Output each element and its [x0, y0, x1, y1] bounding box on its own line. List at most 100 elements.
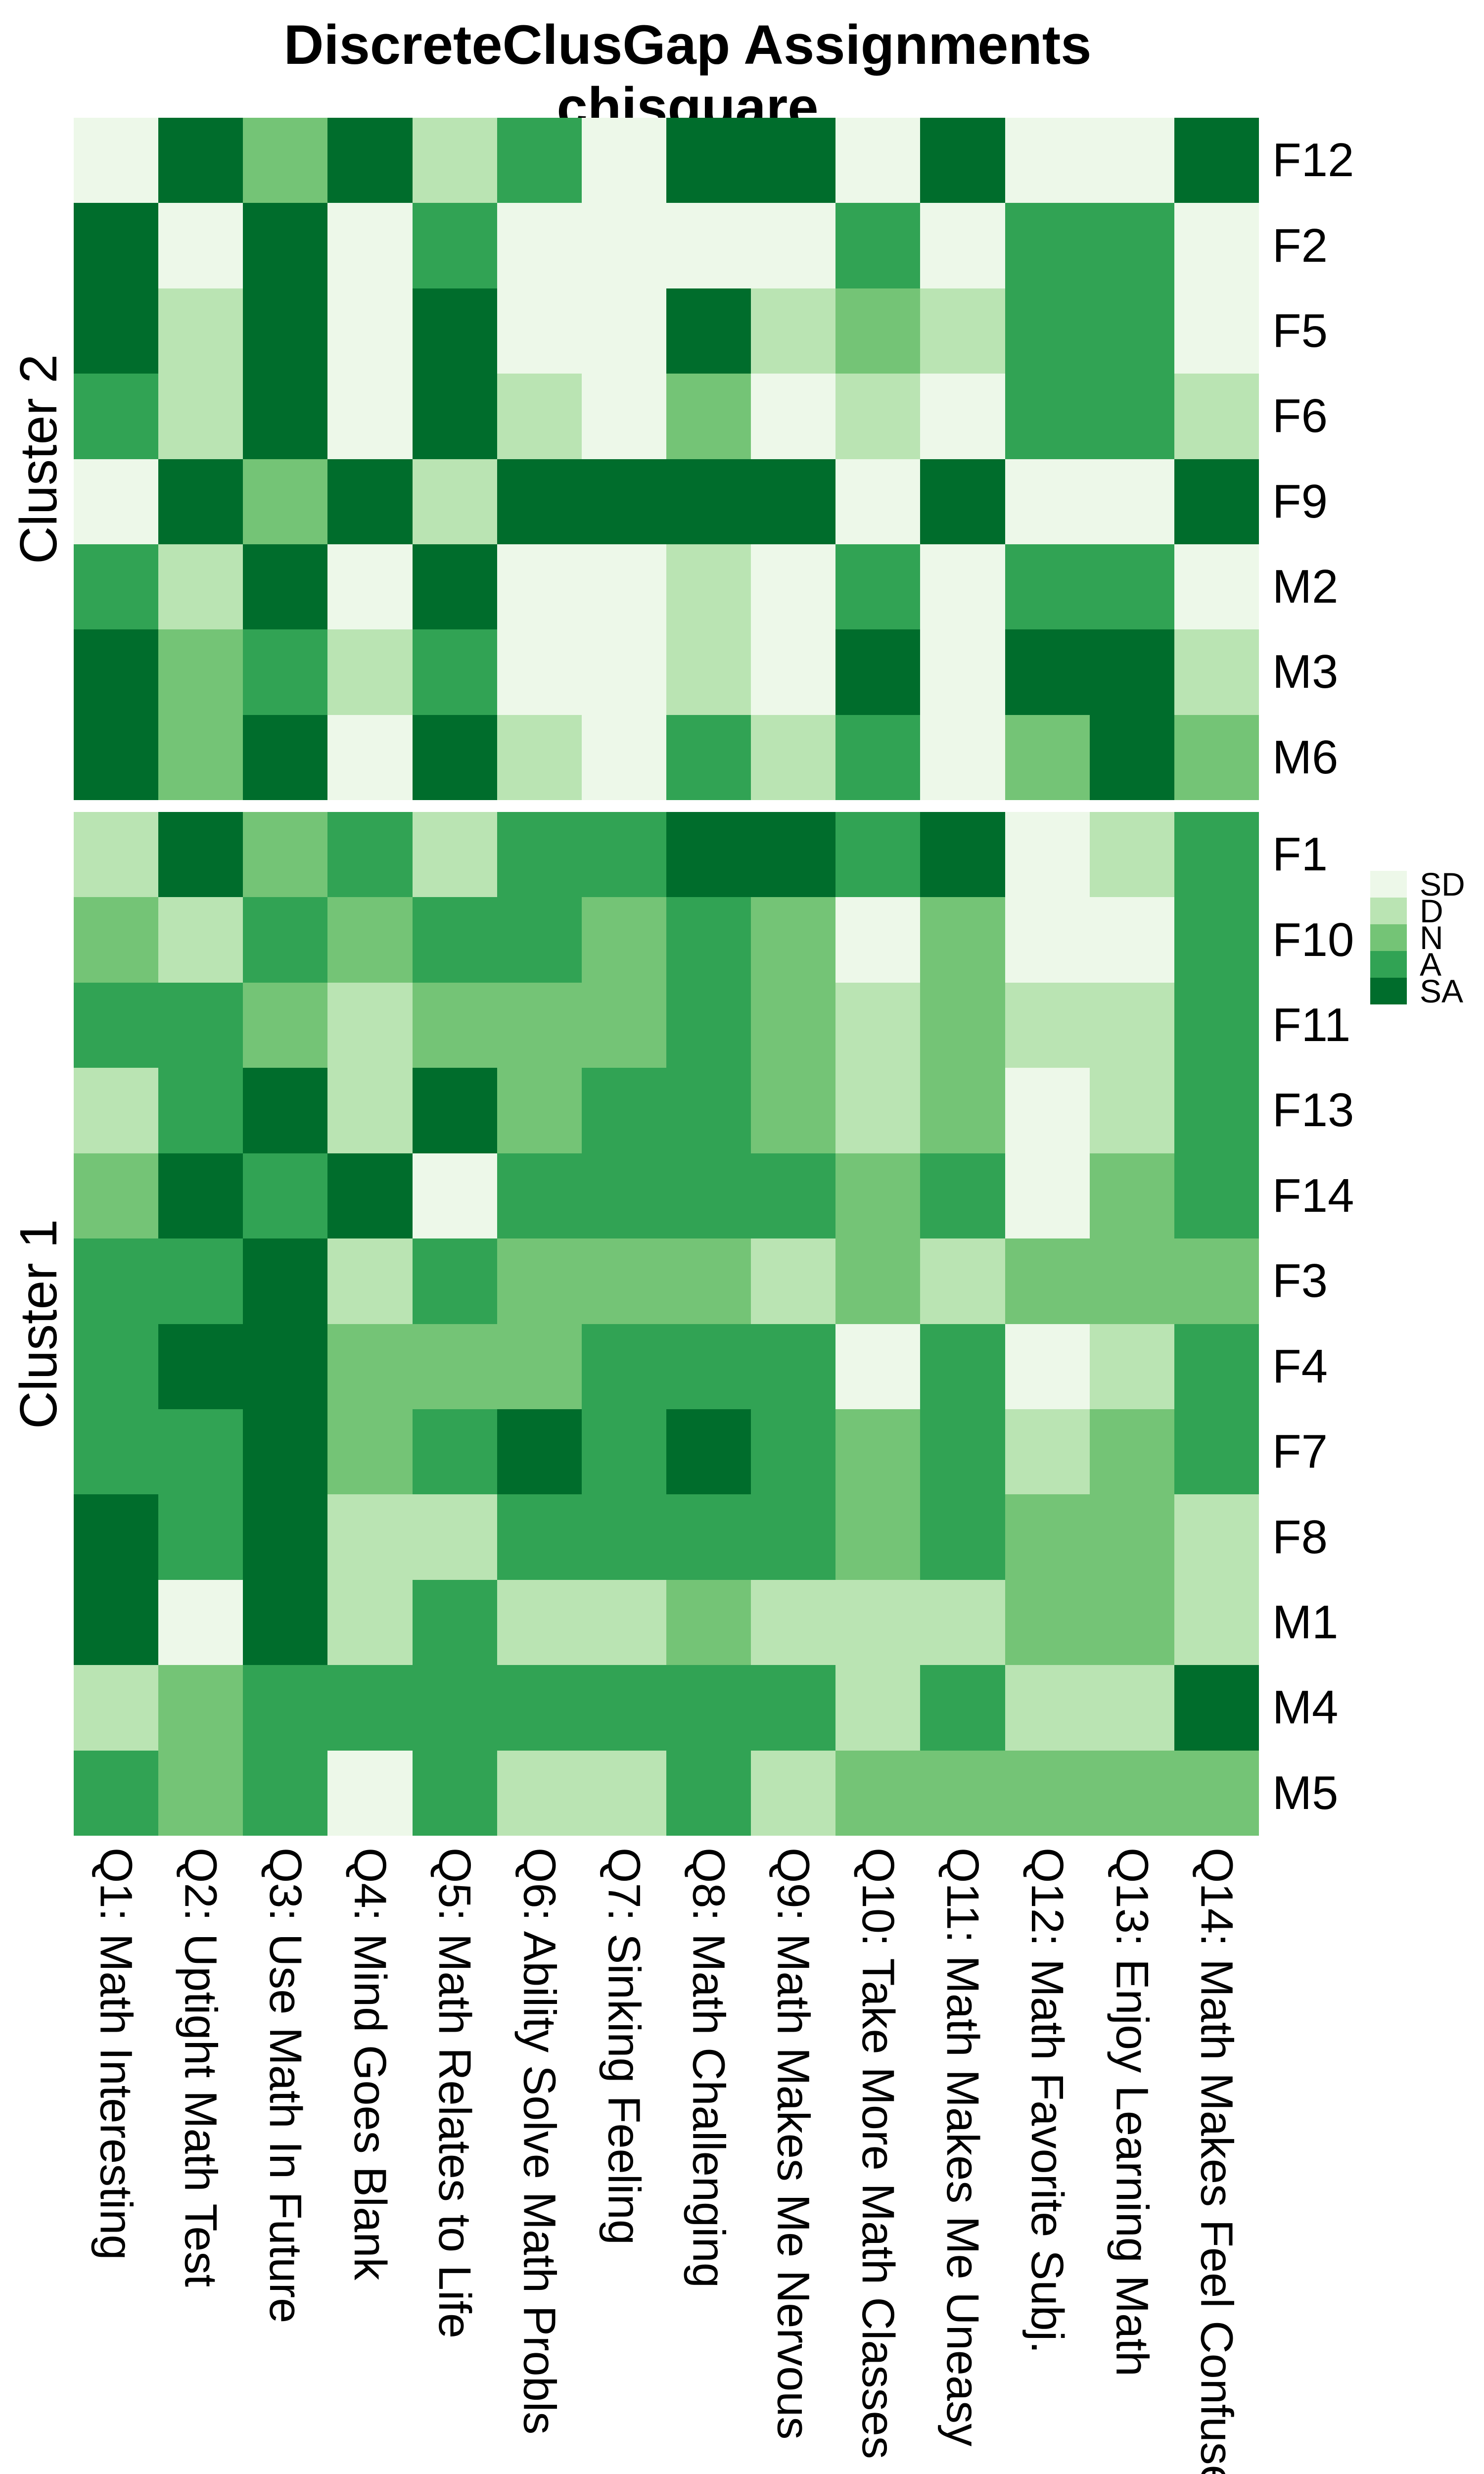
heatmap-cell: [1174, 1409, 1259, 1495]
heatmap-cell: [581, 1324, 666, 1409]
x-axis-label: Q1: Math Interesting: [91, 1848, 141, 2260]
heatmap-cell: [666, 118, 751, 203]
x-axis-label: Q8: Math Challenging: [683, 1848, 734, 2288]
heatmap-cell: [666, 812, 751, 898]
heatmap-cell: [412, 1068, 497, 1153]
heatmap-cell: [497, 1324, 582, 1409]
heatmap-cell: [666, 1494, 751, 1580]
heatmap-cell: [835, 1068, 921, 1153]
legend-entry: D: [1370, 895, 1465, 927]
heatmap-cell: [1005, 288, 1090, 374]
legend-swatch-icon: [1370, 951, 1407, 978]
legend: SD D N A SA: [1370, 868, 1465, 1007]
heatmap-cell: [243, 982, 328, 1068]
heatmap-cell: [1089, 812, 1174, 898]
heatmap-cell: [1005, 203, 1090, 288]
heatmap-cell: [666, 288, 751, 374]
legend-entry: SD: [1370, 868, 1465, 901]
heatmap-cell: [581, 1409, 666, 1495]
heatmap-cell: [835, 374, 921, 459]
x-axis-label: Q5: Math Relates to Life: [429, 1848, 480, 2339]
heatmap-cell: [158, 203, 243, 288]
heatmap-cell: [751, 1494, 836, 1580]
heatmap-cell: [74, 1750, 159, 1836]
heatmap-cell: [751, 897, 836, 983]
y-axis-label: M1: [1272, 1595, 1339, 1649]
heatmap-cell: [1174, 629, 1259, 715]
heatmap-cell: [1005, 1409, 1090, 1495]
heatmap-cell: [920, 1238, 1005, 1324]
heatmap-cell: [581, 714, 666, 800]
heatmap-facet-cluster-2: [74, 118, 1259, 800]
heatmap-cell: [751, 203, 836, 288]
heatmap-cell: [835, 203, 921, 288]
heatmap-cell: [1089, 1494, 1174, 1580]
heatmap-cell: [1089, 1153, 1174, 1239]
heatmap-cell: [158, 1665, 243, 1751]
heatmap-cell: [158, 374, 243, 459]
heatmap-cell: [412, 897, 497, 983]
heatmap-cell: [497, 714, 582, 800]
x-axis-label: Q10: Take More Math Classes: [852, 1848, 903, 2459]
heatmap-cell: [327, 1665, 413, 1751]
heatmap-cell: [1005, 1579, 1090, 1665]
legend-label: N: [1420, 919, 1443, 956]
heatmap-cell: [74, 897, 159, 983]
heatmap-cell: [1174, 1665, 1259, 1751]
heatmap-cell: [920, 1068, 1005, 1153]
facet-label-cluster-1: Cluster 1: [9, 1219, 68, 1429]
heatmap-cell: [243, 1494, 328, 1580]
heatmap-cell: [412, 812, 497, 898]
heatmap-cell: [751, 118, 836, 203]
heatmap-cell: [1174, 1579, 1259, 1665]
heatmap-cell: [497, 1750, 582, 1836]
heatmap-cell: [666, 1750, 751, 1836]
heatmap-cell: [666, 629, 751, 715]
heatmap-cell: [1174, 1238, 1259, 1324]
heatmap-cell: [1089, 118, 1174, 203]
heatmap-cell: [666, 897, 751, 983]
heatmap-cell: [581, 1579, 666, 1665]
heatmap-cell: [666, 982, 751, 1068]
heatmap-cell: [497, 1665, 582, 1751]
heatmap-cell: [243, 1409, 328, 1495]
heatmap-cell: [1005, 1238, 1090, 1324]
heatmap-cell: [1005, 812, 1090, 898]
heatmap-cell: [327, 812, 413, 898]
heatmap-cell: [497, 118, 582, 203]
heatmap-cell: [158, 714, 243, 800]
heatmap-cell: [666, 1238, 751, 1324]
heatmap-cell: [327, 629, 413, 715]
facet-label-cluster-2: Cluster 2: [9, 354, 68, 564]
heatmap-cell: [920, 1665, 1005, 1751]
heatmap-cell: [412, 1153, 497, 1239]
heatmap-cell: [497, 1153, 582, 1239]
heatmap-cell: [412, 1494, 497, 1580]
heatmap-cell: [835, 1238, 921, 1324]
heatmap-cell: [751, 1238, 836, 1324]
heatmap-cell: [497, 1238, 582, 1324]
heatmap-cell: [243, 1068, 328, 1153]
heatmap-cell: [412, 459, 497, 544]
heatmap-cell: [1174, 897, 1259, 983]
heatmap-cell: [1005, 1153, 1090, 1239]
y-axis-label: F13: [1272, 1084, 1354, 1137]
heatmap-cell: [327, 1324, 413, 1409]
heatmap-cell: [497, 629, 582, 715]
heatmap-cell: [497, 203, 582, 288]
heatmap-cell: [412, 1324, 497, 1409]
heatmap-cell: [412, 544, 497, 630]
y-axis-label: F4: [1272, 1339, 1328, 1393]
heatmap-cell: [581, 1238, 666, 1324]
y-axis-label: M6: [1272, 730, 1339, 784]
heatmap-cell: [920, 812, 1005, 898]
heatmap-cell: [1089, 629, 1174, 715]
heatmap-cell: [1174, 1750, 1259, 1836]
heatmap-cell: [243, 897, 328, 983]
heatmap-cell: [835, 1750, 921, 1836]
heatmap-cell: [581, 374, 666, 459]
heatmap-cell: [666, 1579, 751, 1665]
heatmap-cell: [751, 1750, 836, 1836]
y-axis-label: F6: [1272, 389, 1328, 443]
heatmap-cell: [920, 1153, 1005, 1239]
